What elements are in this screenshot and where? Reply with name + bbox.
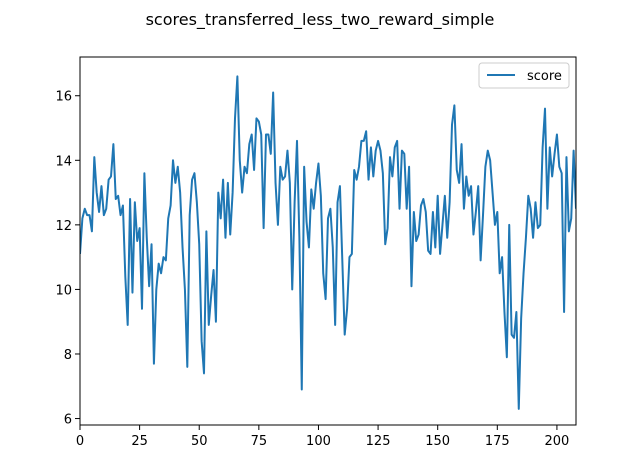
x-tick-label: 175 <box>485 434 510 449</box>
x-tick-label: 150 <box>425 434 450 449</box>
x-tick-label: 50 <box>191 434 208 449</box>
chart-title: scores_transferred_less_two_reward_simpl… <box>146 10 495 30</box>
x-tick-label: 125 <box>366 434 391 449</box>
y-tick-label: 16 <box>55 90 72 105</box>
y-tick-label: 14 <box>55 154 72 169</box>
plot-area <box>79 56 577 426</box>
series-line-score <box>80 75 576 410</box>
y-tick-label: 12 <box>55 219 72 234</box>
legend: score <box>478 62 570 89</box>
y-tick-label: 8 <box>64 348 72 363</box>
x-tick-label: 0 <box>76 434 84 449</box>
y-tick-label: 6 <box>64 413 72 428</box>
legend-box <box>478 62 570 89</box>
x-tick-label: 75 <box>251 434 268 449</box>
axes-frame <box>79 56 577 426</box>
y-tick-label: 10 <box>55 283 72 298</box>
x-tick-label: 200 <box>545 434 570 449</box>
x-axis: 0 25 50 75 100 125 150 175 200 <box>76 425 569 449</box>
series-layer <box>80 75 576 410</box>
x-tick-label: 25 <box>131 434 148 449</box>
x-tick-label: 100 <box>306 434 331 449</box>
y-axis: 6 8 10 12 14 16 <box>55 90 80 428</box>
legend-label-score: score <box>527 69 562 84</box>
